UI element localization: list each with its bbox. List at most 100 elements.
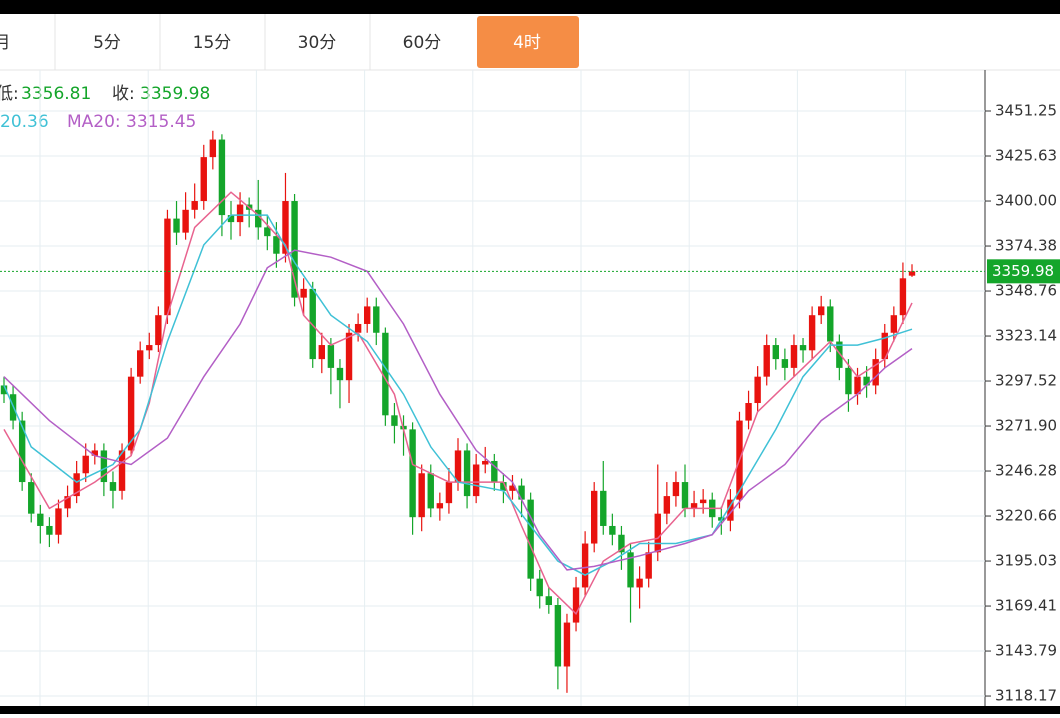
y-tick-label: 3195.03 — [995, 552, 1057, 570]
low-value: 3356.81 — [21, 84, 91, 104]
tab[interactable]: 5分 — [93, 33, 121, 53]
candle-body — [527, 499, 534, 579]
y-tick-label: 3220.66 — [995, 507, 1057, 525]
tab[interactable]: 4时 — [513, 33, 541, 53]
candle-body — [572, 587, 580, 623]
candle-body — [727, 499, 734, 521]
candle-body — [790, 345, 798, 368]
candle-body — [427, 473, 434, 509]
y-tick-label: 3374.38 — [995, 237, 1057, 255]
candle-body — [336, 367, 344, 381]
candle-body — [173, 218, 180, 233]
candle-body — [618, 534, 625, 553]
candle-body — [854, 376, 861, 395]
candle-body — [808, 315, 816, 351]
candle-body — [227, 215, 235, 223]
candle-body — [445, 482, 453, 504]
candle-body — [91, 450, 98, 456]
candle-body — [0, 385, 8, 395]
tab[interactable]: 60分 — [403, 33, 442, 53]
candle-body — [46, 525, 53, 535]
candle-body — [745, 403, 752, 421]
candle-body — [364, 306, 371, 324]
y-tick-label: 3297.52 — [995, 372, 1057, 390]
tab[interactable]: 月 — [0, 33, 11, 53]
bottom-bar — [0, 706, 1060, 714]
candle-body — [563, 622, 571, 667]
candle-body — [200, 157, 207, 202]
candle-body — [899, 278, 907, 316]
candle-body — [118, 450, 126, 491]
candle-body — [182, 209, 189, 233]
candle-body — [100, 450, 108, 483]
tab[interactable]: 30分 — [298, 33, 337, 53]
candle-body — [881, 332, 888, 360]
ma-line — [3, 249, 913, 571]
candle-body — [554, 605, 562, 667]
candle-body — [28, 482, 35, 514]
candle-body — [373, 306, 380, 333]
candle-body — [236, 204, 244, 223]
candle-body — [681, 482, 689, 509]
y-tick-label: 3400.00 — [995, 192, 1057, 210]
candle-body — [109, 482, 117, 491]
candle-body — [908, 271, 916, 276]
candle-body — [636, 578, 643, 588]
candle-body — [890, 315, 898, 333]
candle-body — [654, 513, 661, 553]
candle-body — [218, 139, 226, 216]
ma-line — [3, 191, 913, 616]
candle-body — [73, 473, 80, 497]
candle-body — [64, 496, 71, 509]
candle-body — [291, 201, 298, 298]
candle-body — [509, 485, 516, 491]
candle-body — [672, 482, 680, 497]
candle-body — [591, 490, 598, 544]
candle-body — [581, 543, 589, 588]
candle-body — [818, 306, 825, 316]
candle-body — [209, 139, 217, 158]
y-tick-label: 3118.17 — [995, 687, 1057, 705]
candle-body — [491, 460, 498, 483]
candle-body — [536, 578, 543, 597]
y-tick-label: 3169.41 — [995, 597, 1057, 615]
candle-body — [82, 455, 89, 474]
current-price-box — [987, 259, 1060, 284]
candle-body — [609, 525, 616, 535]
candle-body — [55, 508, 62, 535]
candle-body — [500, 482, 507, 491]
candle-body — [155, 315, 162, 346]
candle-body — [463, 450, 471, 497]
y-tick-label: 3425.63 — [995, 147, 1057, 165]
y-tick-label: 3348.76 — [995, 282, 1057, 300]
candle-body — [255, 209, 262, 228]
candle-body — [264, 227, 271, 237]
candle-body — [545, 596, 552, 606]
candle-body — [845, 367, 852, 395]
candle-body — [300, 288, 307, 298]
candle-body — [345, 332, 353, 381]
y-tick-label: 3271.90 — [995, 417, 1057, 435]
candle-body — [763, 345, 770, 377]
y-tick-label: 3451.25 — [995, 102, 1057, 120]
ma20-value: MA20: 3315.45 — [67, 112, 196, 132]
candle-body — [690, 503, 698, 509]
candle-body — [663, 496, 671, 514]
candle-body — [309, 288, 316, 360]
ma10-value: 20.36 — [0, 112, 49, 132]
candle-body — [799, 345, 807, 351]
current-price-label: 3359.98 — [992, 262, 1054, 280]
candle-body — [418, 473, 425, 518]
candle-body — [137, 350, 144, 377]
candle-body — [409, 429, 416, 518]
close-label: 收: — [112, 84, 135, 104]
candle-body — [436, 503, 444, 509]
top-bar — [0, 0, 1060, 14]
tab[interactable]: 15分 — [193, 33, 232, 53]
candle-body — [391, 415, 398, 426]
candle-body — [482, 460, 489, 465]
y-tick-label: 3323.14 — [995, 327, 1057, 345]
candle-body — [382, 332, 389, 416]
ma-line — [3, 214, 913, 576]
